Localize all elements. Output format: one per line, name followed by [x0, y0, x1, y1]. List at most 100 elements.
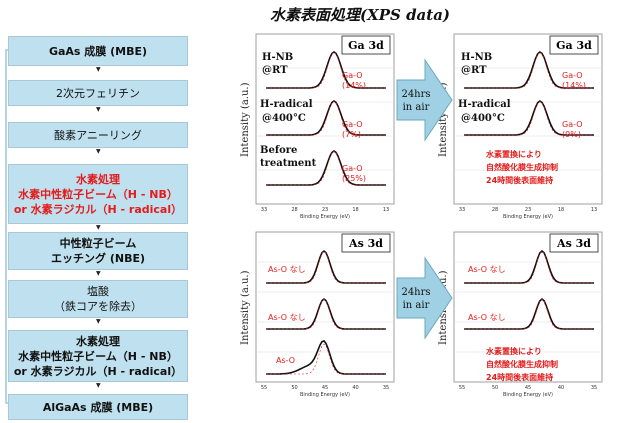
- x-tick-label: 23: [525, 207, 531, 213]
- peak-label: Ga-O: [342, 120, 363, 129]
- x-tick-label: 28: [291, 207, 297, 213]
- fit-curve: [266, 343, 386, 375]
- sample-label: H-NB: [461, 52, 492, 63]
- y-axis-label: Intensity (a.u.): [240, 270, 251, 345]
- sample-label: @400°C: [262, 113, 306, 124]
- fit-curve: [464, 298, 594, 330]
- note-text: 自然酸化膜生成抑制: [486, 359, 558, 369]
- y-axis-label: Intensity (a.u.): [240, 82, 251, 157]
- plot-frame: [255, 231, 395, 383]
- sample-label: H-radical: [260, 99, 313, 110]
- peak-label: As-O なし: [468, 265, 506, 274]
- x-tick-label: 40: [352, 385, 358, 391]
- x-tick-label: 18: [352, 207, 358, 213]
- process-step-line: 2次元フェリチン: [56, 86, 140, 100]
- peak-label: Ga-O: [562, 120, 583, 129]
- peak-label: As-O なし: [268, 313, 306, 322]
- fit-curve: [266, 250, 386, 284]
- transition-arrow-bottom: [396, 256, 453, 340]
- x-tick-label: 28: [492, 207, 498, 213]
- process-step-line: or 水素ラジカル（H - radical）: [13, 202, 183, 216]
- sample-label: H-radical: [458, 99, 511, 110]
- fit-curve: [266, 150, 386, 186]
- peak-label: As-O なし: [468, 313, 506, 322]
- transition-arrow-top: [396, 58, 453, 142]
- plot-title-box: [341, 233, 391, 253]
- x-tick-label: 55: [261, 385, 267, 391]
- plot-frame: [453, 33, 603, 205]
- x-tick-label: 45: [525, 385, 531, 391]
- sample-label: @RT: [461, 65, 487, 76]
- peak-label: (14%): [342, 81, 366, 90]
- plot-title-box: [549, 35, 599, 55]
- transition-label: in air: [403, 300, 430, 311]
- note-text: 水素置換により: [485, 346, 542, 356]
- flow-arrow-down: ▼: [96, 224, 101, 231]
- process-step-line: （鉄コアを除去）: [54, 300, 142, 313]
- plot-title: Ga 3d: [556, 39, 592, 52]
- process-step-line: 酸素アニーリング: [54, 128, 142, 142]
- x-tick-label: 50: [291, 385, 297, 391]
- sample-label: Before: [260, 145, 297, 156]
- plot-title-box: [549, 233, 599, 253]
- transition-label: 24hrs: [401, 287, 430, 298]
- sample-label: H-NB: [262, 52, 293, 63]
- plot-title-box: [341, 35, 391, 55]
- x-tick-label: 13: [591, 207, 597, 213]
- process-step-line: 水素中性粒子ビーム（H - NB）: [18, 187, 178, 201]
- process-step-line: 塩酸: [87, 285, 109, 298]
- x-tick-label: 33: [459, 207, 465, 213]
- peak-label: As-O: [276, 356, 295, 365]
- x-axis-label: Binding Energy (eV): [503, 214, 553, 220]
- x-tick-label: 35: [591, 385, 597, 391]
- process-step-1: GaAs 成膜 (MBE): [8, 36, 188, 66]
- process-step-5: 中性粒子ビーム エッチング (NBE): [8, 232, 188, 270]
- process-step-6: 塩酸 （鉄コアを除去）: [8, 280, 188, 318]
- fit-curve: [266, 298, 386, 330]
- flow-arrow-down: ▼: [96, 270, 101, 277]
- y-axis-label: Intensity (a.u.): [438, 82, 449, 157]
- sample-label: @400°C: [461, 113, 505, 124]
- fit-curve: [266, 100, 386, 136]
- x-tick-label: 23: [322, 207, 328, 213]
- x-tick-label: 50: [492, 385, 498, 391]
- process-step-line: or 水素ラジカル（H - radical）: [13, 364, 183, 378]
- process-step-line: 中性粒子ビーム: [59, 237, 137, 250]
- plot-frame: [453, 231, 603, 383]
- process-step-line: AlGaAs 成膜 (MBE): [42, 400, 154, 414]
- flow-arrow-down: ▼: [96, 318, 101, 325]
- process-step-2: 2次元フェリチン: [8, 80, 188, 106]
- sample-label: treatment: [260, 158, 317, 169]
- flow-arrow-down: ▼: [96, 66, 101, 73]
- process-step-line: 水素処理: [76, 172, 120, 186]
- x-tick-label: 33: [261, 207, 267, 213]
- peak-label: (25%): [342, 174, 366, 183]
- process-step-8: AlGaAs 成膜 (MBE): [8, 394, 188, 420]
- process-step-line: エッチング (NBE): [51, 252, 145, 265]
- x-axis-label: Binding Energy (eV): [503, 392, 553, 398]
- flow-arrow-down: ▼: [96, 106, 101, 113]
- x-axis-label: Binding Energy (eV): [300, 392, 350, 398]
- transition-label: 24hrs: [401, 89, 430, 100]
- fit-curve: [464, 100, 594, 136]
- x-tick-label: 18: [558, 207, 564, 213]
- process-step-3: 酸素アニーリング: [8, 122, 188, 148]
- plot-title: Ga 3d: [348, 39, 384, 52]
- peak-label: (14%): [562, 81, 586, 90]
- plot-title: As 3d: [556, 237, 591, 250]
- sample-label: @RT: [262, 65, 288, 76]
- peak-label: (9%): [562, 130, 581, 139]
- peak-label: Ga-O: [342, 164, 363, 173]
- fit-curve: [464, 51, 594, 89]
- page-title: 水素表面処理(XPS data): [270, 6, 451, 24]
- peak-label: Ga-O: [562, 71, 583, 80]
- fit-curve: [266, 51, 386, 89]
- process-step-line: 水素処理: [76, 334, 120, 348]
- note-text: 24時間後表面維持: [486, 175, 553, 185]
- x-tick-label: 13: [383, 207, 389, 213]
- x-tick-label: 55: [459, 385, 465, 391]
- peak-label: Ga-O: [342, 71, 363, 80]
- flow-arrow-down: ▼: [96, 382, 101, 389]
- process-step-7: 水素処理 水素中性粒子ビーム（H - NB） or 水素ラジカル（H - radic…: [8, 330, 188, 382]
